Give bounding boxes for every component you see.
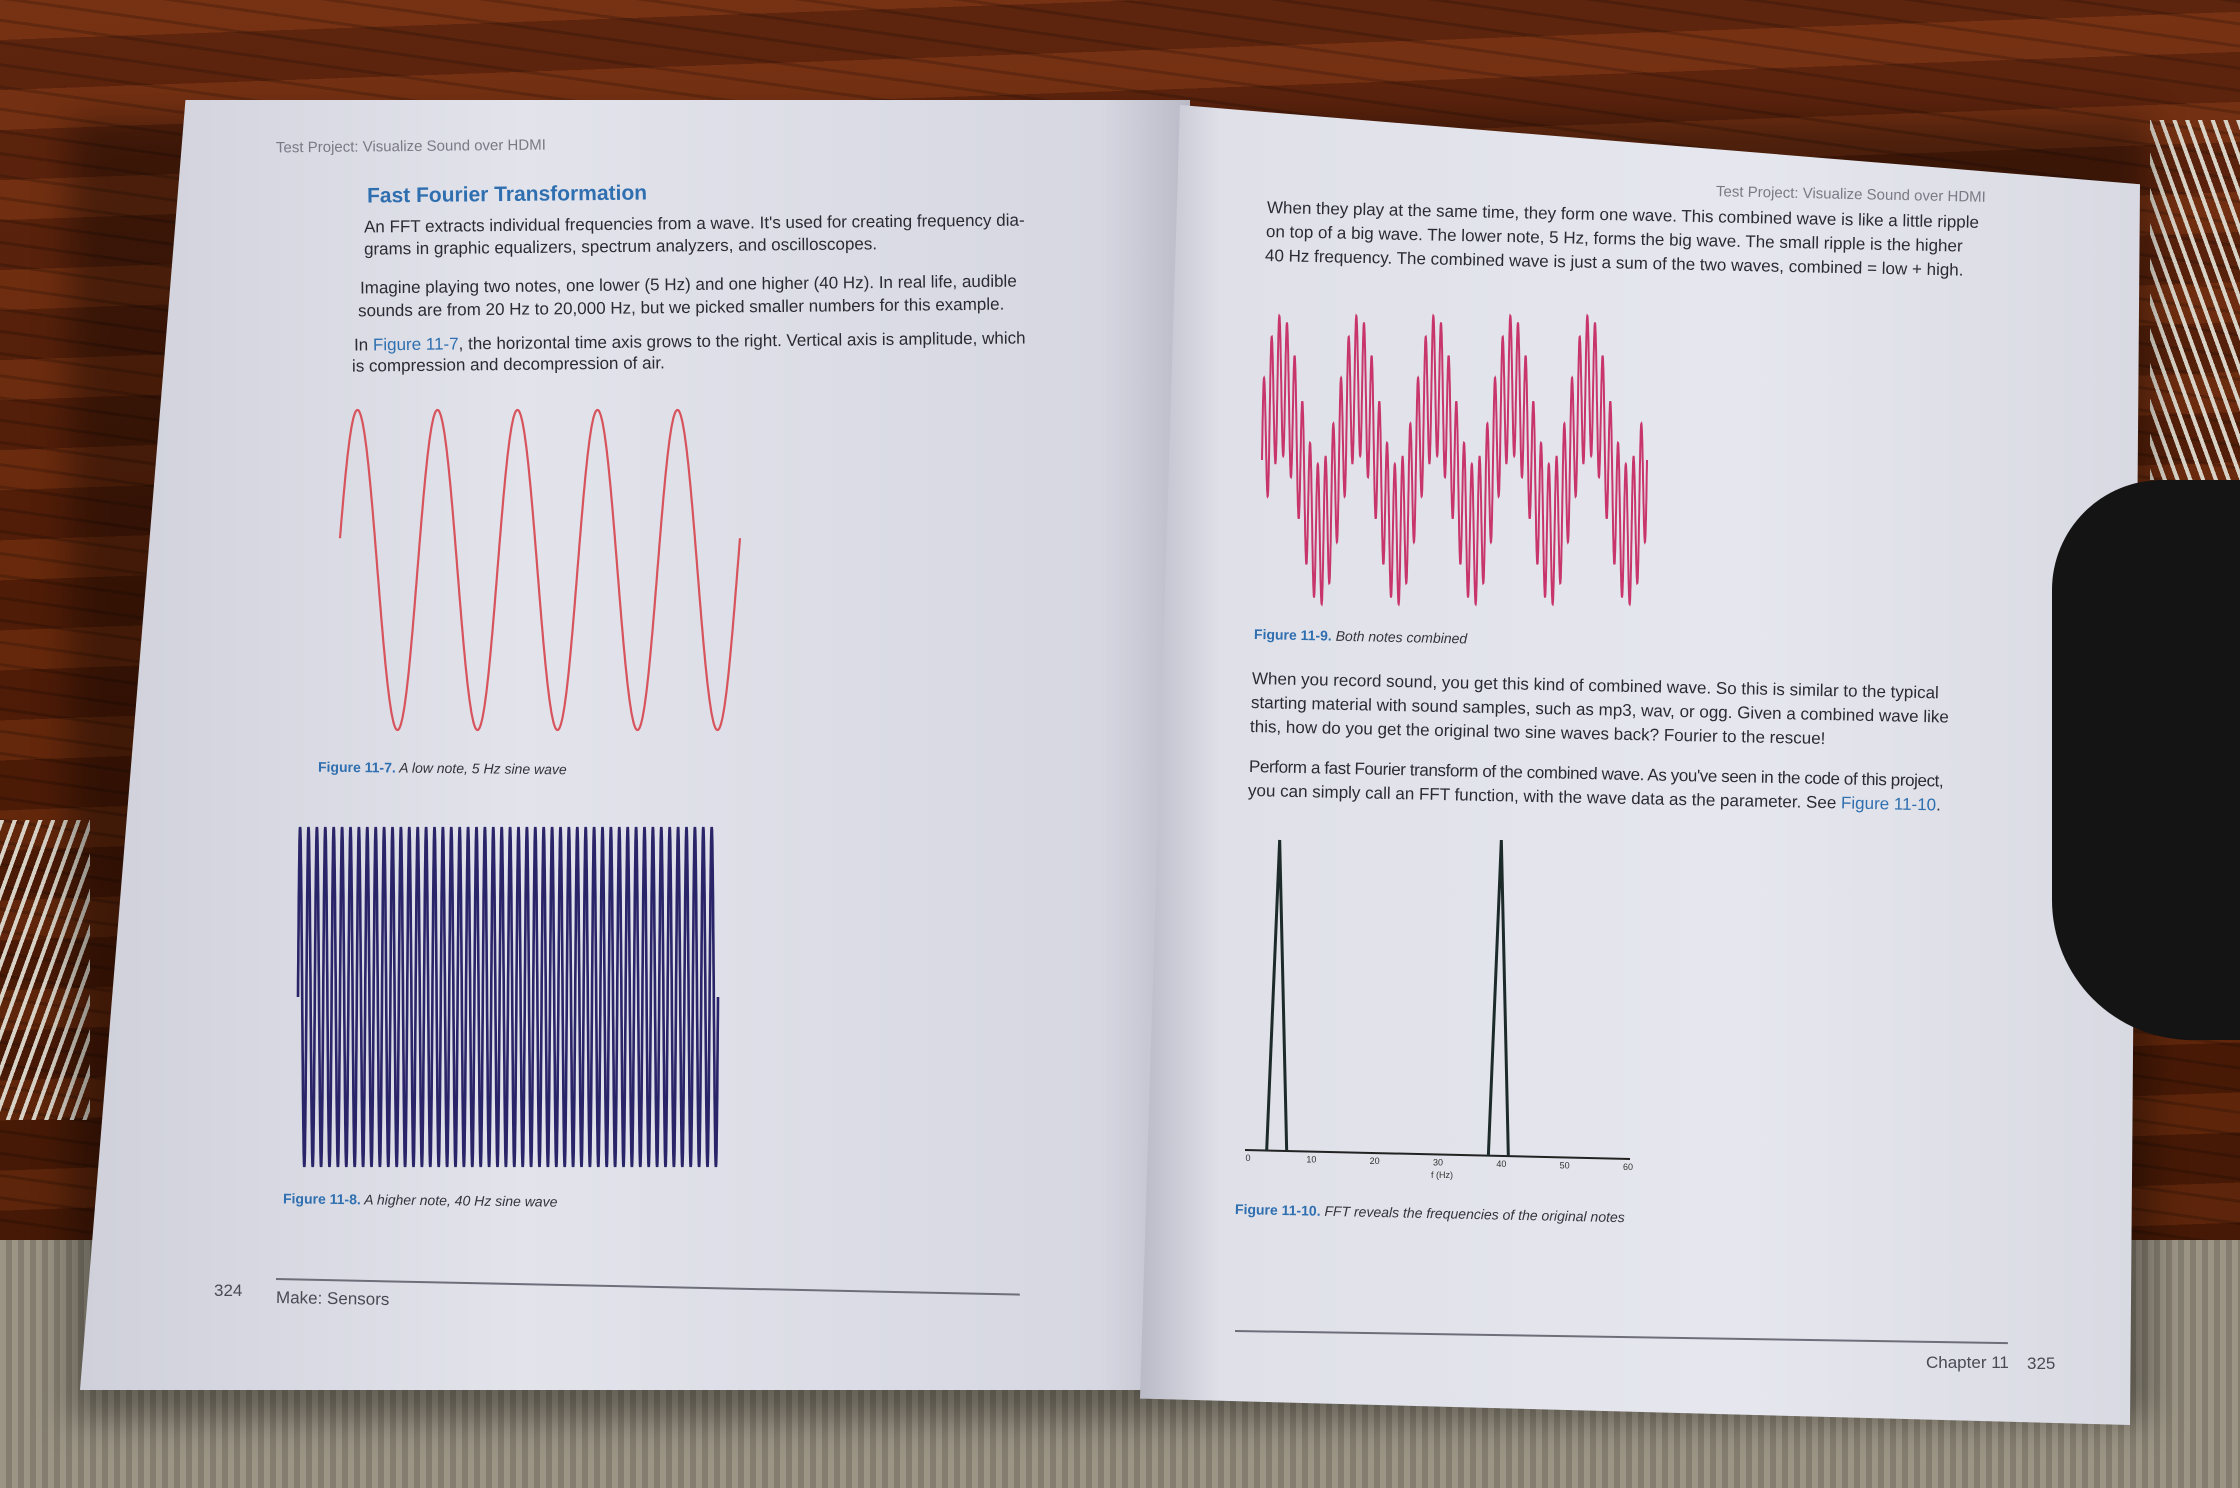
chapter-label: Chapter 11 — [1926, 1353, 2009, 1372]
right-page-number: 325 — [2027, 1354, 2056, 1373]
left-para3-prefix: In — [353, 335, 374, 355]
figure-11-9-label: Figure 11-9. — [1253, 626, 1332, 644]
left-para3-rest: , the horizontal time axis grows to the … — [458, 328, 1026, 354]
fft-peak — [1265, 839, 1289, 1151]
fft-x-tick-label: 10 — [1306, 1155, 1316, 1165]
figure-11-7-label: Figure 11-7. — [317, 758, 396, 776]
fft-x-tick-label: 30 — [1433, 1158, 1443, 1168]
fft-x-tick-label: 60 — [1623, 1162, 1633, 1172]
figure-11-7-caption-text: A low note, 5 Hz sine wave — [399, 759, 567, 778]
figure-11-7-link[interactable]: Figure 11-7 — [372, 334, 459, 355]
rug-fringe-right — [2150, 120, 2240, 480]
low-wave-line — [338, 408, 742, 732]
left-book-page — [80, 100, 1190, 1390]
dark-object-covering-page — [2052, 480, 2240, 1040]
figure-11-10-fft-plot: 0 10 20 30 40 50 60 f (Hz) — [1244, 839, 1633, 1180]
fft-x-tick-label: 0 — [1245, 1153, 1250, 1163]
left-running-header: Test Project: Visualize Sound over HDMI — [275, 136, 546, 157]
fft-x-axis — [1244, 1149, 1631, 1160]
figure-11-9-combined-wave — [1261, 313, 1648, 607]
left-para3-line2: is compression and decompression of air. — [351, 353, 665, 376]
figure-11-9-caption-text: Both notes combined — [1335, 627, 1468, 647]
fft-x-tick-label: 50 — [1560, 1161, 1570, 1171]
figure-11-8-caption: Figure 11-8. A higher note, 40 Hz sine w… — [283, 1190, 558, 1209]
fft-peak — [1486, 839, 1510, 1157]
combined-wave-line — [1261, 313, 1648, 607]
fft-x-tick-label: 40 — [1496, 1159, 1506, 1169]
figure-11-8-caption-text: A higher note, 40 Hz sine wave — [364, 1191, 558, 1210]
figure-11-8-high-wave — [296, 826, 720, 1168]
right-book-page — [1140, 105, 2140, 1425]
figure-11-7-low-wave — [338, 408, 742, 732]
fft-x-tick-label: 20 — [1370, 1156, 1380, 1166]
fft-peaks — [1265, 839, 1510, 1157]
left-page-number: 324 — [214, 1281, 243, 1300]
fft-x-axis-label: f (Hz) — [1431, 1170, 1453, 1180]
section-heading: Fast Fourier Transformation — [366, 181, 648, 208]
figure-11-8-label: Figure 11-8. — [282, 1190, 361, 1208]
figure-11-7-caption: Figure 11-7. A low note, 5 Hz sine wave — [318, 759, 567, 778]
right-para3-suffix: . — [1935, 795, 1942, 815]
figure-11-10-link[interactable]: Figure 11-10 — [1840, 793, 1937, 815]
high-wave-line — [296, 826, 720, 1168]
fft-x-ticks: 0 10 20 30 40 50 60 — [1245, 1153, 1633, 1172]
rug-fringe-left — [0, 820, 90, 1120]
left-footer-title: Make: Sensors — [275, 1288, 390, 1309]
figure-11-10-label: Figure 11-10. — [1234, 1201, 1321, 1219]
